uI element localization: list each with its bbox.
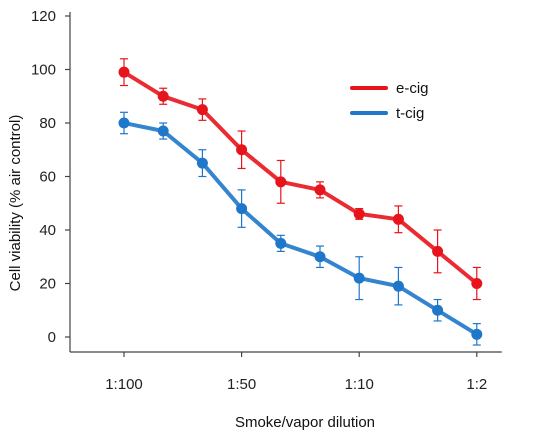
data-point — [275, 176, 286, 187]
y-tick-label: 40 — [39, 222, 56, 239]
x-tick-label: 1:2 — [466, 376, 487, 393]
series-line — [124, 123, 477, 334]
data-point — [236, 144, 247, 155]
data-point — [471, 329, 482, 340]
y-tick-label: 20 — [39, 276, 56, 293]
legend: e-cig t-cig — [352, 80, 429, 122]
data-point — [315, 184, 326, 195]
data-point — [393, 214, 404, 225]
axes: 0 20 40 60 80 100 120 1:100 1:50 1:10 1:2 — [31, 8, 502, 393]
data-point — [432, 305, 443, 316]
series-t-cig — [119, 112, 483, 345]
legend-label-t-cig: t-cig — [396, 105, 424, 122]
y-tick-label: 120 — [31, 8, 56, 25]
y-tick-label: 0 — [48, 329, 56, 346]
data-point — [471, 278, 482, 289]
data-point — [315, 251, 326, 262]
data-point — [236, 203, 247, 214]
y-tick-label: 80 — [39, 115, 56, 132]
data-point — [197, 104, 208, 115]
data-point — [119, 67, 130, 78]
data-point — [119, 118, 130, 129]
data-point — [354, 208, 365, 219]
legend-label-e-cig: e-cig — [396, 80, 429, 97]
data-point — [158, 126, 169, 137]
plot-area — [119, 59, 483, 345]
x-axis-label: Smoke/vapor dilution — [235, 414, 375, 431]
data-point — [197, 158, 208, 169]
x-tick-label: 1:100 — [105, 376, 143, 393]
y-tick-label: 60 — [39, 169, 56, 186]
data-point — [158, 91, 169, 102]
x-tick-label: 1:50 — [227, 376, 256, 393]
y-tick-label: 100 — [31, 62, 56, 79]
x-tick-label: 1:10 — [345, 376, 374, 393]
data-point — [393, 281, 404, 292]
data-point — [432, 246, 443, 257]
data-point — [354, 273, 365, 284]
y-axis-label: Cell viability (% air control) — [7, 115, 24, 292]
data-point — [275, 238, 286, 249]
